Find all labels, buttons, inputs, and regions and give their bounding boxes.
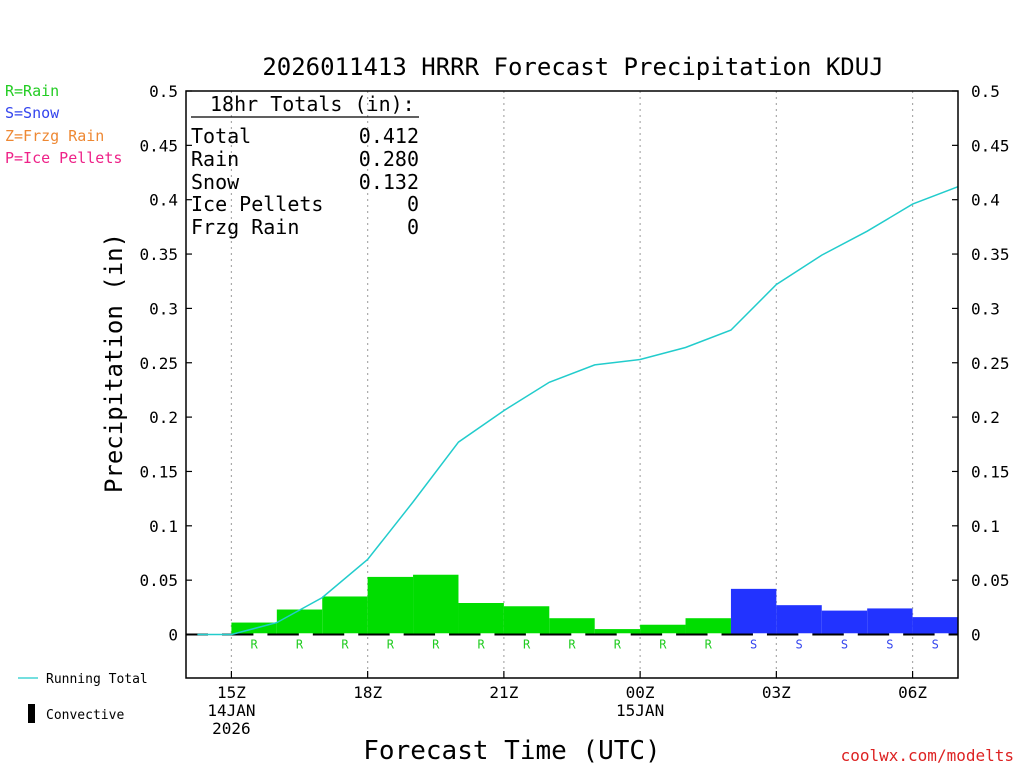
y-tick-label-left: 0.35 [139, 245, 178, 264]
ptype-letter: S [886, 638, 893, 652]
bar [413, 574, 459, 635]
ptype-letter: S [795, 638, 802, 652]
y-tick-label-left: 0.25 [139, 354, 178, 373]
ptype-letter: S [841, 638, 848, 652]
y-tick-label-right: 0.5 [971, 82, 1000, 101]
bar [640, 624, 686, 635]
x-tick-label: 00Z [626, 683, 655, 702]
ptype-letter: R [523, 638, 531, 652]
totals-label-total: Total [191, 124, 251, 148]
bar [685, 618, 731, 635]
totals-value-ice-pellets: 0 [407, 192, 419, 216]
ptype-letter: R [432, 638, 440, 652]
totals-heading: 18hr Totals (in): [210, 92, 415, 116]
bar [367, 576, 414, 635]
bar [549, 618, 595, 635]
x-tick-label: 15JAN [616, 701, 664, 720]
bar [594, 629, 641, 635]
y-axis-label: Precipitation (in) [100, 233, 128, 493]
bar [776, 605, 822, 635]
ptype-letter: S [750, 638, 757, 652]
totals-value-frzg-rain: 0 [407, 215, 419, 239]
ptype-letter: R [341, 638, 349, 652]
bar [276, 609, 323, 635]
y-tick-label-left: 0.3 [149, 299, 178, 318]
y-tick-label-right: 0.4 [971, 191, 1000, 210]
ptype-letter: R [659, 638, 667, 652]
y-tick-label-right: 0.25 [971, 354, 1010, 373]
running-total-series [197, 185, 959, 636]
totals-value-rain: 0.280 [359, 147, 419, 171]
x-tick-label: 21Z [489, 683, 518, 702]
x-tick-label: 14JAN [207, 701, 255, 720]
totals-value-total: 0.412 [359, 124, 419, 148]
totals-value-snow: 0.132 [359, 170, 419, 194]
y-tick-label-right: 0.05 [971, 571, 1010, 590]
y-tick-label-right: 0.15 [971, 462, 1010, 481]
y-tick-label-right: 0.45 [971, 136, 1010, 155]
ptype-letter: R [478, 638, 486, 652]
totals-label-frzg-rain: Frzg Rain [191, 215, 299, 239]
y-tick-label-left: 0.5 [149, 82, 178, 101]
totals-label-rain: Rain [191, 147, 239, 171]
ptype-letter: R [568, 638, 576, 652]
x-axis-label: Forecast Time (UTC) [363, 736, 660, 766]
x-tick-label: 15Z [217, 683, 246, 702]
series-legend: Running Total Convective [18, 672, 148, 723]
x-tick-label: 03Z [762, 683, 791, 702]
bar [322, 596, 368, 635]
y-tick-label-left: 0.45 [139, 136, 178, 155]
y-tick-label-right: 0 [971, 626, 981, 645]
bar [730, 588, 777, 635]
x-tick-label: 06Z [898, 683, 927, 702]
totals-label-snow: Snow [191, 170, 240, 194]
bar [912, 617, 958, 635]
y-tick-label-left: 0.4 [149, 191, 178, 210]
y-tick-label-left: 0.1 [149, 517, 178, 536]
bar [503, 606, 550, 635]
credit-text: coolwx.com/modelts [841, 746, 1014, 765]
ptype-letter: R [296, 638, 304, 652]
y-tick-label-right: 0.35 [971, 245, 1010, 264]
y-tick-label-right: 0.2 [971, 408, 1000, 427]
y-tick-label-left: 0.2 [149, 408, 178, 427]
x-tick-label: 2026 [212, 719, 251, 738]
gridlines [230, 91, 914, 678]
plot-frame [185, 90, 959, 679]
convective-legend-label: Convective [46, 708, 124, 723]
running-total-line [197, 185, 959, 636]
ptype-legend: R=Rain S=Snow Z=Frzg Rain P=Ice Pellets [5, 82, 122, 167]
bars [231, 574, 958, 635]
bar [458, 602, 504, 635]
chart-title: 2026011413 HRRR Forecast Precipitation K… [262, 53, 883, 81]
totals-box: 18hr Totals (in): Total 0.412 Rain 0.280… [191, 92, 419, 239]
ptype-letter: S [932, 638, 939, 652]
bar [867, 608, 913, 635]
y-tick-label-right: 0.3 [971, 299, 1000, 318]
ptype-letter: R [387, 638, 395, 652]
ptype-legend-rain: R=Rain [5, 82, 59, 100]
y-tick-label-left: 0.05 [139, 571, 178, 590]
convective-legend-swatch [28, 704, 35, 723]
y-axes: 0 00.05 0.050.1 0.10.15 0.150.2 0.20.25 0.250.… [139, 82, 1009, 645]
ptype-legend-ice-pellets: P=Ice Pellets [5, 149, 122, 167]
y-tick-label-left: 0 [168, 626, 178, 645]
y-tick-label-right: 0.1 [971, 517, 1000, 536]
bar [821, 610, 868, 635]
x-tick-label: 18Z [353, 683, 382, 702]
totals-label-ice-pellets: Ice Pellets [191, 192, 323, 216]
ptype-letter: R [251, 638, 259, 652]
running-total-legend-label: Running Total [46, 672, 148, 687]
ptype-legend-snow: S=Snow [5, 104, 60, 122]
ptype-letter: R [614, 638, 622, 652]
ptype-legend-frzg-rain: Z=Frzg Rain [5, 127, 104, 145]
ptype-letter: R [705, 638, 713, 652]
y-tick-label-left: 0.15 [139, 462, 178, 481]
